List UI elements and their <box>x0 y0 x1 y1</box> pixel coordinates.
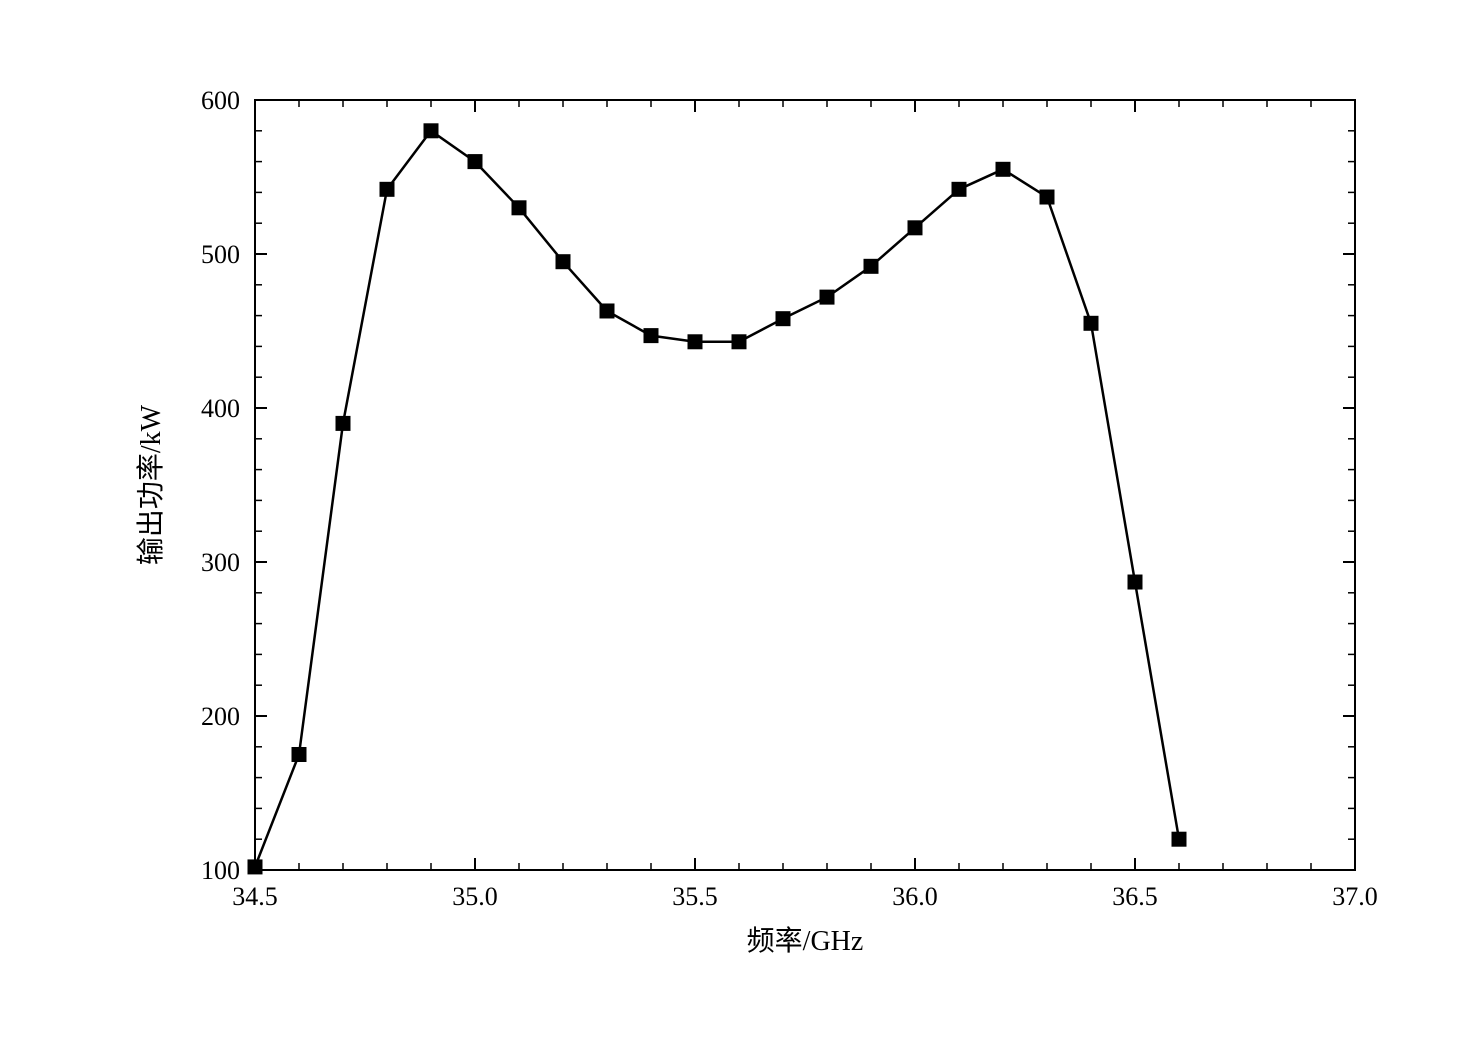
data-marker <box>380 182 394 196</box>
data-marker <box>776 312 790 326</box>
y-tick-label: 500 <box>201 240 240 269</box>
x-tick-label: 36.5 <box>1112 882 1158 911</box>
data-marker <box>820 290 834 304</box>
x-tick-label: 36.0 <box>892 882 938 911</box>
x-axis-label: 频率/GHz <box>747 925 864 957</box>
data-marker <box>1084 316 1098 330</box>
data-marker <box>600 304 614 318</box>
data-marker <box>292 748 306 762</box>
data-marker <box>512 201 526 215</box>
data-marker <box>468 155 482 169</box>
x-tick-label: 35.0 <box>452 882 498 911</box>
x-tick-label: 34.5 <box>232 882 278 911</box>
data-marker <box>556 255 570 269</box>
chart-svg: 34.5 35.0 35.5 36.0 36.5 37.0 100 200 300 400 500 6… <box>0 0 1472 1045</box>
data-marker <box>732 335 746 349</box>
y-tick-label: 200 <box>201 702 240 731</box>
y-tick-label: 400 <box>201 394 240 423</box>
data-marker <box>248 860 262 874</box>
y-tick-label: 600 <box>201 86 240 115</box>
data-marker <box>336 416 350 430</box>
data-marker <box>864 259 878 273</box>
y-tick-label: 100 <box>201 856 240 885</box>
data-marker <box>644 329 658 343</box>
data-marker <box>908 221 922 235</box>
y-axis-label: 输出功率/kW <box>135 404 167 565</box>
x-tick-label: 37.0 <box>1332 882 1378 911</box>
data-marker <box>952 182 966 196</box>
data-marker <box>1128 575 1142 589</box>
power-vs-frequency-chart: 34.5 35.0 35.5 36.0 36.5 37.0 100 200 300 400 500 6… <box>0 0 1472 1045</box>
data-marker <box>424 124 438 138</box>
y-tick-label: 300 <box>201 548 240 577</box>
data-marker <box>1172 832 1186 846</box>
data-marker <box>1040 190 1054 204</box>
data-marker <box>996 162 1010 176</box>
data-marker <box>688 335 702 349</box>
x-tick-label: 35.5 <box>672 882 718 911</box>
